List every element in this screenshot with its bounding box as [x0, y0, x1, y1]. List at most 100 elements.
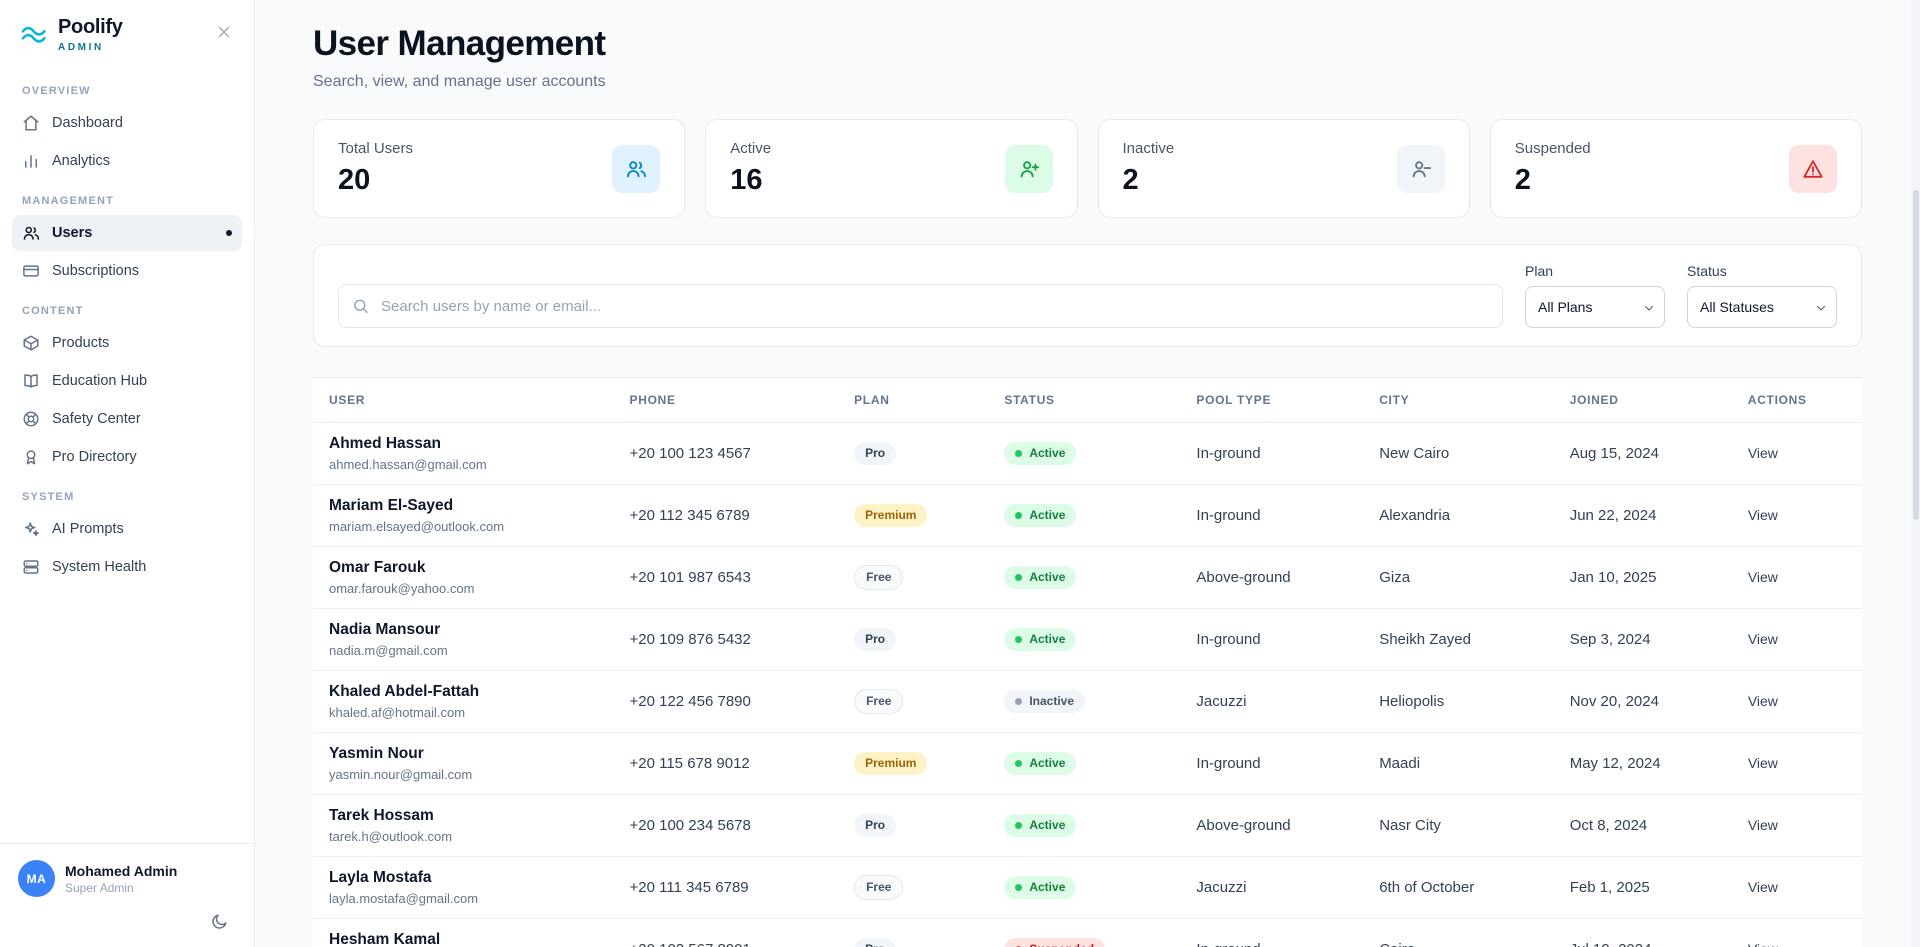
user-pool-type: Jacuzzi	[1180, 670, 1364, 733]
view-button[interactable]: View	[1747, 569, 1778, 585]
user-name: Khaled Abdel-Fattah	[329, 683, 480, 700]
status-dot	[1015, 449, 1023, 457]
plan-badge: Premium	[854, 504, 928, 527]
stat-value: 20	[338, 164, 371, 196]
user-joined-date: Jun 22, 2024	[1553, 484, 1732, 547]
view-button[interactable]: View	[1747, 879, 1778, 895]
table-row: Tarek Hossam tarek.h@outlook.com +20 100…	[313, 794, 1862, 857]
user-pool-type: In-ground	[1180, 918, 1364, 947]
sidebar-item-label: Education Hub	[52, 373, 148, 389]
page-scrollbar[interactable]	[1911, 0, 1920, 947]
view-button[interactable]: View	[1747, 507, 1778, 523]
status-dot	[1015, 511, 1023, 519]
stat-label: Suspended	[1514, 140, 1591, 157]
user-email: khaled.af@hotmail.com	[329, 705, 466, 720]
status-filter-select[interactable]: All Statuses	[1687, 286, 1837, 328]
user-joined-date: Aug 15, 2024	[1553, 422, 1732, 485]
user-name: Mariam El-Sayed	[329, 497, 454, 514]
sidebar-item-ai-prompts[interactable]: AI Prompts	[12, 511, 242, 547]
user-name: Layla Mostafa	[329, 869, 432, 886]
sidebar-item-subscriptions[interactable]: Subscriptions	[12, 253, 242, 289]
view-button[interactable]: View	[1747, 755, 1778, 771]
sidebar-item-education-hub[interactable]: Education Hub	[12, 363, 242, 399]
brand-text: Poolify ADMIN	[58, 16, 123, 53]
close-icon	[216, 24, 232, 40]
status-dot	[1015, 635, 1023, 643]
view-button[interactable]: View	[1747, 631, 1778, 647]
view-button[interactable]: View	[1747, 817, 1778, 833]
user-pool-type: Jacuzzi	[1180, 856, 1364, 919]
sidebar-item-products[interactable]: Products	[12, 325, 242, 361]
brand: Poolify ADMIN	[20, 16, 123, 53]
sidebar-close-button[interactable]	[212, 20, 236, 44]
sidebar-item-analytics[interactable]: Analytics	[12, 143, 242, 179]
sidebar-footer: MA Mohamed Admin Super Admin	[0, 843, 254, 947]
view-button[interactable]: View	[1748, 941, 1778, 947]
status-filter-label: Status	[1687, 263, 1727, 279]
plan-badge: Free	[854, 875, 904, 900]
user-city: Giza	[1363, 546, 1554, 609]
nav-section-system: SYSTEM AI Prompts System Health	[12, 491, 242, 585]
sidebar-item-label: Dashboard	[52, 115, 123, 131]
credit-card-icon	[22, 262, 40, 280]
sidebar-item-label: Pro Directory	[52, 449, 137, 465]
status-dot	[1015, 759, 1023, 767]
status-label: Active	[1029, 818, 1066, 833]
stat-label: Active	[730, 140, 772, 157]
scrollbar-thumb[interactable]	[1912, 190, 1919, 520]
view-button[interactable]: View	[1747, 693, 1778, 709]
sidebar-item-pro-directory[interactable]: Pro Directory	[12, 439, 242, 475]
view-button[interactable]: View	[1747, 445, 1778, 461]
user-phone: +20 101 987 6543	[613, 546, 839, 609]
avatar: MA	[18, 860, 55, 897]
sidebar-header: Poolify ADMIN	[0, 0, 254, 63]
plan-badge: Free	[854, 689, 904, 714]
user-name: Hesham Kamal	[329, 931, 441, 947]
stat-value: 2	[1514, 164, 1531, 196]
user-city: Cairo	[1363, 918, 1554, 947]
user-phone: +20 115 678 9012	[613, 732, 839, 795]
nav-section-management: MANAGEMENT Users Subscriptions	[12, 195, 242, 289]
status-label: Active	[1029, 508, 1066, 523]
plan-badge: Pro	[854, 442, 897, 465]
user-email: yasmin.nour@gmail.com	[329, 767, 473, 782]
stat-label: Total Users	[338, 140, 414, 157]
status-dot	[1015, 883, 1023, 891]
user-email: ahmed.hassan@gmail.com	[329, 457, 487, 472]
stat-card-suspended: Suspended 2	[1489, 119, 1862, 218]
plan-filter-select[interactable]: All Plans	[1525, 286, 1665, 328]
user-name: Tarek Hossam	[329, 807, 434, 824]
plan-badge: Pro	[854, 814, 897, 837]
user-city: Alexandria	[1363, 484, 1554, 547]
book-icon	[22, 372, 40, 390]
status-label: Active	[1029, 756, 1066, 771]
stat-value: 2	[1122, 164, 1139, 196]
sidebar-item-label: System Health	[52, 559, 147, 575]
user-joined-date: Nov 20, 2024	[1553, 670, 1732, 733]
user-joined-date: Feb 1, 2025	[1553, 856, 1732, 919]
current-user-name: Mohamed Admin	[65, 862, 178, 879]
sidebar-item-system-health[interactable]: System Health	[12, 549, 242, 585]
plan-badge: Premium	[854, 752, 928, 775]
table-header-row: User Phone Plan Status Pool Type City Jo…	[313, 377, 1862, 423]
sidebar-nav: OVERVIEW Dashboard Analytics MANAGEMENT	[0, 63, 254, 843]
current-user: MA Mohamed Admin Super Admin	[18, 860, 236, 897]
sidebar-item-users[interactable]: Users	[12, 215, 242, 251]
table-row: Yasmin Nour yasmin.nour@gmail.com +20 11…	[313, 732, 1862, 795]
search-input[interactable]	[338, 284, 1503, 328]
award-badge-icon	[22, 448, 40, 466]
users-icon	[612, 144, 661, 193]
nav-section-label: MANAGEMENT	[22, 195, 115, 207]
user-city: New Cairo	[1363, 422, 1554, 485]
status-badge: Active	[1004, 442, 1077, 465]
status-badge: Suspended	[1004, 938, 1106, 947]
status-badge: Active	[1004, 504, 1077, 527]
dark-mode-toggle[interactable]	[210, 913, 228, 931]
status-label: Active	[1029, 632, 1066, 647]
sidebar-item-dashboard[interactable]: Dashboard	[12, 105, 242, 141]
sidebar-item-safety-center[interactable]: Safety Center	[12, 401, 242, 437]
user-email: nadia.m@gmail.com	[329, 643, 448, 658]
active-indicator-dot	[226, 230, 232, 236]
status-dot	[1015, 945, 1023, 947]
